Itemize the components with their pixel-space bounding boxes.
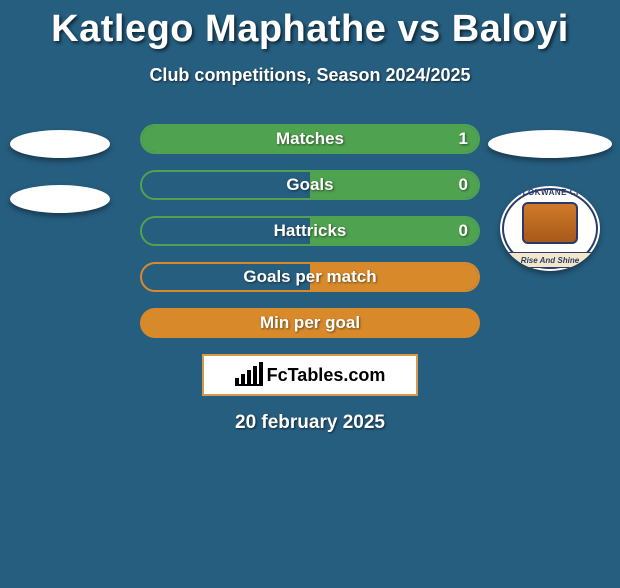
stat-row: Hattricks 0 [0, 216, 620, 246]
stat-value-right: 0 [459, 175, 468, 195]
stat-label: Min per goal [260, 313, 360, 333]
stat-value-right: 1 [459, 129, 468, 149]
stat-bar: Goals per match [140, 262, 480, 292]
page-title: Katlego Maphathe vs Baloyi [0, 8, 620, 51]
stat-row: Min per goal [0, 308, 620, 338]
date-line: 20 february 2025 [0, 412, 620, 434]
stat-value-right: 0 [459, 221, 468, 241]
stat-bar: Hattricks 0 [140, 216, 480, 246]
stat-label: Goals per match [243, 267, 376, 287]
stat-label: Goals [286, 175, 333, 195]
stat-bar: Goals 0 [140, 170, 480, 200]
chart-icon [235, 364, 263, 386]
stat-row: Goals 0 [0, 170, 620, 200]
stat-label: Hattricks [274, 221, 347, 241]
stat-row: Matches 1 [0, 124, 620, 154]
brand-text: FcTables.com [267, 365, 386, 386]
stat-row: Goals per match [0, 262, 620, 292]
brand-box[interactable]: FcTables.com [202, 354, 418, 396]
stats-container: Matches 1 Goals 0 Hattricks 0 Goals per match M… [0, 124, 620, 338]
stat-label: Matches [276, 129, 344, 149]
stat-bar: Matches 1 [140, 124, 480, 154]
subtitle: Club competitions, Season 2024/2025 [0, 65, 620, 86]
stat-bar: Min per goal [140, 308, 480, 338]
bar-right-fill [310, 172, 478, 198]
